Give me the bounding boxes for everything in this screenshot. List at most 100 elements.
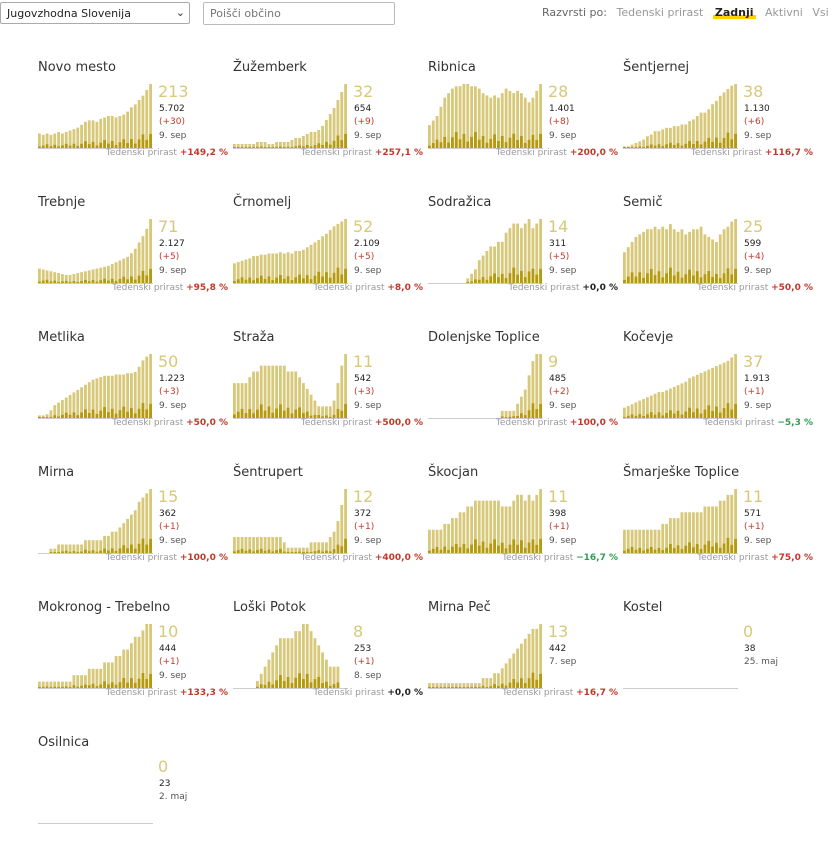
bar: [428, 683, 431, 688]
municipality-card[interactable]: Straža 11 542 (+3) 9. sep Tedenski prirast +5…: [233, 330, 423, 460]
bar-new-cases: [523, 277, 527, 283]
sparkline-chart: [38, 624, 153, 689]
bar: [508, 228, 512, 283]
bar: [271, 365, 275, 418]
sort-option-latest[interactable]: Zadnji: [712, 6, 756, 19]
municipality-card[interactable]: Žužemberk 32 654 (+9) 9. sep Tedenski prirast…: [233, 60, 423, 190]
bar: [45, 681, 49, 688]
bar: [294, 251, 298, 283]
bar: [263, 142, 267, 148]
bar-new-cases: [68, 414, 72, 418]
bar: [263, 254, 267, 283]
bar: [734, 489, 737, 553]
bar-new-cases: [103, 548, 106, 553]
bar: [653, 131, 657, 148]
bar: [500, 506, 504, 553]
bar: [642, 139, 645, 148]
bar: [76, 675, 80, 688]
bar-new-cases: [726, 537, 730, 553]
bar: [233, 383, 236, 418]
total-count: 654: [354, 104, 372, 114]
municipality-card[interactable]: Ribnica 28 1.401 (+8) 9. sep Tedenski prirast…: [428, 60, 618, 190]
search-input[interactable]: [203, 2, 395, 25]
last-update-date: 9. sep: [549, 536, 577, 546]
municipality-card[interactable]: Novo mesto 213 5.702 (+30) 9. sep Tedenski pr…: [38, 60, 228, 190]
sparkline-chart: [233, 624, 348, 689]
municipality-card[interactable]: Mokronog - Trebelno 10 444 (+1) 9. sep Tedens…: [38, 600, 228, 730]
municipality-card[interactable]: Kostel 0 38 25. maj: [623, 600, 813, 730]
bar: [661, 392, 665, 418]
bar-new-cases: [302, 679, 305, 688]
municipality-card[interactable]: Semič 25 599 (+4) 9. sep Tedenski prirast +50…: [623, 195, 813, 325]
bar-new-cases: [107, 280, 110, 283]
bar-new-cases: [462, 133, 466, 148]
weekly-growth-value: +50,0 %: [186, 418, 228, 428]
municipality-card[interactable]: Metlika 50 1.223 (+3) 9. sep Tedenski prirast…: [38, 330, 228, 460]
municipality-card[interactable]: Škocjan 11 398 (+1) 9. sep Tedenski prirast −…: [428, 465, 618, 595]
bar: [531, 228, 535, 283]
bar: [313, 638, 317, 688]
active-count: 32: [353, 82, 374, 101]
municipality-card[interactable]: Šmarješke Toplice 11 571 (+1) 9. sep Tedenski…: [623, 465, 813, 595]
bar-new-cases: [64, 280, 68, 283]
bar-new-cases: [431, 143, 435, 148]
bar: [688, 512, 691, 553]
municipality-card[interactable]: Loški Potok 8 253 (+1) 8. sep Tedenski priras…: [233, 600, 423, 730]
bar-new-cases: [535, 544, 539, 553]
region-select[interactable]: Jugovzhodna Slovenija ⌄: [0, 2, 190, 24]
bar-new-cases: [114, 144, 118, 148]
chevron-down-icon: ⌄: [175, 6, 185, 19]
bar: [126, 649, 129, 688]
bar: [695, 229, 699, 283]
bar: [726, 89, 730, 148]
municipality-card[interactable]: Kočevje 37 1.913 (+1) 9. sep Tedenski prirast…: [623, 330, 813, 460]
bar: [256, 680, 259, 688]
sparkline-chart: [428, 624, 543, 689]
municipality-card[interactable]: Šentrupert 12 372 (+1) 9. sep Tedenski priras…: [233, 465, 423, 595]
municipality-card[interactable]: Črnomelj 52 2.109 (+5) 9. sep Tedenski priras…: [233, 195, 423, 325]
sort-option-weekly[interactable]: Tedenski prirast: [616, 6, 704, 19]
weekly-growth: Tedenski prirast +8,0 %: [313, 283, 423, 293]
bar-new-cases: [646, 414, 649, 418]
bar: [661, 129, 665, 148]
bar: [290, 140, 294, 148]
municipality-card[interactable]: Mirna Peč 13 442 7. sep Tedenski prirast +16…: [428, 600, 618, 730]
bar: [76, 273, 80, 283]
bar-new-cases: [302, 146, 305, 148]
bar: [141, 360, 145, 418]
bar: [439, 529, 443, 553]
municipality-card[interactable]: Mirna 15 362 (+1) 9. sep Tedenski prirast +10…: [38, 465, 228, 595]
bar: [103, 117, 106, 148]
bar-new-cases: [41, 145, 45, 148]
municipality-card[interactable]: Dolenjske Toplice 9 485 (+2) 9. sep Tedenski …: [428, 330, 618, 460]
bar: [41, 269, 45, 283]
sort-option-all[interactable]: Vsi: [812, 6, 829, 19]
bar: [684, 124, 688, 148]
municipality-card[interactable]: Osilnica 0 23 2. maj: [38, 735, 228, 865]
municipality-card[interactable]: Sodražica 14 311 (+5) 9. sep Tedenski prirast…: [428, 195, 618, 325]
bar: [68, 394, 72, 418]
bar-new-cases: [309, 682, 313, 688]
municipality-card[interactable]: Trebnje 71 2.127 (+5) 9. sep Tedenski prirast…: [38, 195, 228, 325]
bar-new-cases: [715, 273, 718, 283]
bar: [715, 100, 718, 148]
bar: [523, 389, 527, 418]
bar-new-cases: [680, 145, 684, 148]
municipality-card[interactable]: Šentjernej 38 1.130 (+6) 9. sep Tedenski prir…: [623, 60, 813, 190]
weekly-growth-label: Tedenski prirast: [300, 418, 375, 428]
sort-option-active[interactable]: Aktivni: [765, 6, 803, 19]
bar-new-cases: [145, 409, 149, 418]
bar: [539, 489, 542, 553]
bar: [703, 506, 707, 553]
bar: [516, 648, 519, 688]
bar-new-cases: [539, 133, 542, 148]
weekly-growth: Tedenski prirast +100,0 %: [106, 553, 228, 563]
bar-new-cases: [110, 140, 114, 148]
bar-new-cases: [470, 544, 473, 553]
bar-new-cases: [87, 412, 91, 418]
bar-new-cases: [110, 682, 114, 688]
weekly-growth-label: Tedenski prirast: [300, 148, 375, 158]
total-count: 442: [549, 644, 567, 654]
bar: [38, 133, 41, 148]
bar-new-cases: [688, 542, 691, 553]
